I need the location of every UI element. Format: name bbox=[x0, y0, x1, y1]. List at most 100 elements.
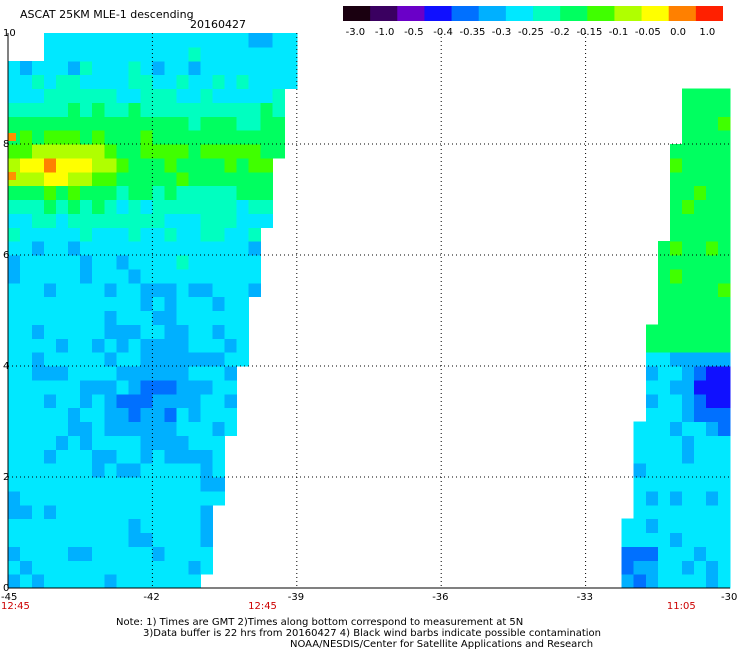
heatmap-cell bbox=[116, 255, 129, 270]
heatmap-cell bbox=[248, 213, 262, 228]
heatmap-cell bbox=[140, 366, 153, 381]
heatmap-cell bbox=[140, 477, 153, 492]
heatmap-cell bbox=[104, 435, 117, 450]
heatmap-cell bbox=[645, 379, 659, 395]
heatmap-cell bbox=[32, 379, 45, 395]
heatmap-cell bbox=[128, 546, 141, 561]
heatmap-cell bbox=[705, 171, 719, 187]
heatmap-cell bbox=[80, 532, 93, 547]
heatmap-cell bbox=[176, 130, 189, 145]
heatmap-cell bbox=[705, 504, 719, 520]
heatmap-cell bbox=[164, 310, 177, 325]
heatmap-cell bbox=[8, 449, 21, 464]
heatmap-cell bbox=[248, 60, 262, 76]
heatmap-cell bbox=[56, 227, 69, 242]
heatmap-cell bbox=[272, 33, 286, 48]
heatmap-cell bbox=[20, 227, 33, 242]
heatmap-cell bbox=[657, 546, 671, 561]
heatmap-cell bbox=[248, 88, 262, 103]
heatmap-cell bbox=[669, 574, 683, 589]
heatmap-cell bbox=[44, 130, 57, 145]
heatmap-cell bbox=[128, 574, 141, 589]
heatmap-cell bbox=[8, 352, 21, 367]
heatmap-cell bbox=[44, 199, 57, 214]
heatmap-cell bbox=[164, 60, 177, 76]
heatmap-cell bbox=[284, 60, 298, 76]
heatmap-cell bbox=[200, 185, 213, 200]
heatmap-cell bbox=[32, 227, 45, 242]
heatmap-cell bbox=[718, 338, 731, 353]
heatmap-cell bbox=[705, 477, 719, 492]
heatmap-cell bbox=[32, 560, 45, 575]
heatmap-cell bbox=[669, 157, 683, 173]
heatmap-cell bbox=[164, 560, 177, 575]
heatmap-cell bbox=[669, 199, 683, 214]
time-label: 11:05 bbox=[666, 601, 696, 612]
heatmap-cell bbox=[116, 185, 129, 200]
heatmap-cell bbox=[705, 379, 719, 395]
heatmap-cell bbox=[116, 366, 129, 381]
heatmap-cell bbox=[248, 144, 262, 159]
heatmap-cell bbox=[657, 574, 671, 589]
heatmap-cell bbox=[248, 116, 262, 131]
heatmap-cell bbox=[693, 490, 707, 506]
heatmap-cell bbox=[718, 560, 731, 575]
colorbar-segment bbox=[560, 6, 588, 21]
heatmap-cell bbox=[140, 338, 153, 353]
heatmap-cell bbox=[164, 324, 177, 339]
heatmap-cell bbox=[104, 227, 117, 242]
heatmap-cell bbox=[80, 449, 93, 464]
heatmap-cell bbox=[128, 560, 141, 575]
heatmap-cell bbox=[669, 504, 683, 520]
heatmap-cell bbox=[176, 574, 189, 589]
y-tick-label: 10 bbox=[3, 28, 16, 39]
heatmap-cell bbox=[116, 532, 129, 547]
heatmap-cell bbox=[718, 282, 731, 298]
heatmap-cell bbox=[56, 546, 69, 561]
heatmap-cell bbox=[152, 504, 165, 520]
heatmap-cell bbox=[705, 366, 719, 381]
heatmap-cell bbox=[8, 185, 21, 200]
heatmap-cell bbox=[44, 366, 57, 381]
heatmap-cell bbox=[20, 88, 33, 103]
heatmap-cell bbox=[669, 255, 683, 270]
heatmap-cell bbox=[20, 213, 33, 228]
heatmap-cell bbox=[140, 60, 153, 76]
heatmap-cell bbox=[212, 213, 226, 228]
heatmap-cell bbox=[164, 282, 177, 298]
heatmap-cell bbox=[152, 421, 165, 436]
heatmap-cell bbox=[44, 74, 57, 89]
heatmap-cell bbox=[80, 282, 93, 298]
heatmap-cell bbox=[104, 199, 117, 214]
y-tick-label: 0 bbox=[3, 583, 10, 594]
heatmap-cell bbox=[140, 213, 153, 228]
heatmap-cell bbox=[152, 157, 165, 173]
heatmap-cell bbox=[164, 366, 177, 381]
heatmap-cell bbox=[693, 477, 707, 492]
heatmap-cell bbox=[164, 449, 177, 464]
colorbar-label: -3.0 bbox=[345, 27, 366, 38]
heatmap-cell bbox=[152, 490, 165, 506]
heatmap-cell bbox=[705, 560, 719, 575]
heatmap-cell bbox=[681, 379, 695, 395]
heatmap-cell bbox=[32, 282, 45, 298]
heatmap-cell bbox=[128, 407, 141, 422]
heatmap-cell bbox=[248, 199, 262, 214]
heatmap-cell bbox=[80, 102, 93, 117]
heatmap-cell bbox=[56, 352, 69, 367]
heatmap-cell bbox=[116, 116, 129, 131]
heatmap-cell bbox=[92, 477, 105, 492]
heatmap-cell bbox=[188, 268, 201, 284]
heatmap-cell bbox=[152, 130, 165, 145]
heatmap-cell bbox=[104, 338, 117, 353]
heatmap-cell bbox=[200, 60, 213, 76]
heatmap-cell bbox=[104, 282, 117, 298]
chart-title: ASCAT 25KM MLE-1 descending bbox=[20, 8, 194, 21]
heatmap-cell bbox=[116, 199, 129, 214]
heatmap-cell bbox=[705, 255, 719, 270]
heatmap-cell bbox=[80, 74, 93, 89]
heatmap-cell bbox=[224, 268, 238, 284]
heatmap-cell bbox=[20, 560, 33, 575]
heatmap-cell bbox=[188, 144, 201, 159]
heatmap-cell bbox=[164, 296, 177, 311]
